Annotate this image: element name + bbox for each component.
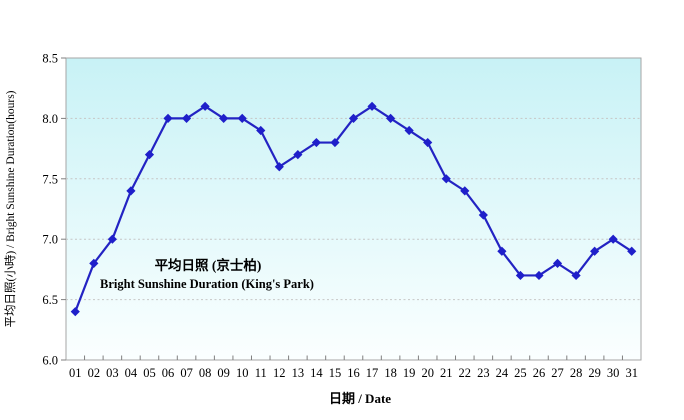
data-point-day-21	[441, 174, 451, 184]
data-point-day-02	[89, 258, 99, 268]
x-axis-title: 日期 / Date	[329, 391, 391, 406]
legend-label-chinese: 平均日照 (京士柏)	[155, 257, 262, 273]
x-tick-label: 19	[403, 366, 416, 380]
data-point-day-29	[590, 246, 600, 256]
x-tick-label: 14	[310, 366, 323, 380]
y-tick-label: 7.0	[42, 233, 58, 247]
data-point-day-31	[627, 246, 637, 256]
data-point-day-24	[497, 246, 507, 256]
data-point-day-01	[70, 307, 80, 317]
x-tick-label: 03	[106, 366, 119, 380]
x-tick-label: 17	[366, 366, 379, 380]
data-point-day-17	[367, 101, 377, 111]
x-tick-label: 09	[217, 366, 230, 380]
y-tick-label: 8.5	[42, 52, 58, 66]
plot-area	[65, 57, 642, 361]
legend-label-english: Bright Sunshine Duration (King's Park)	[100, 277, 314, 291]
data-point-day-13	[293, 150, 303, 160]
data-point-day-27	[552, 258, 563, 268]
x-tick-label: 15	[329, 366, 342, 380]
x-tick-label: 29	[588, 366, 601, 380]
x-tick-label: 22	[459, 366, 472, 380]
x-tick-label: 27	[551, 366, 564, 380]
data-point-day-12	[274, 162, 284, 172]
data-point-day-11	[256, 125, 266, 136]
data-point-day-08	[200, 101, 210, 111]
x-tick-label: 02	[88, 366, 101, 380]
data-point-day-05	[144, 150, 155, 160]
data-point-day-04	[126, 186, 136, 196]
data-point-day-28	[571, 270, 581, 281]
data-point-day-22	[460, 186, 470, 196]
x-tick-label: 12	[273, 366, 286, 380]
gridlines	[66, 117, 641, 301]
x-tick-label: 16	[347, 366, 360, 380]
x-tick-label: 10	[236, 366, 249, 380]
data-point-day-10	[237, 113, 247, 123]
x-tick-label: 11	[255, 366, 267, 380]
data-point-day-03	[107, 234, 117, 244]
x-tick-label: 08	[199, 366, 212, 380]
x-tick-label: 24	[496, 366, 509, 380]
x-tick-label: 04	[125, 366, 138, 380]
x-tick-label: 25	[514, 366, 527, 380]
x-tick-label: 30	[607, 366, 620, 380]
y-tick-label: 8.0	[42, 112, 58, 126]
x-tick-label: 06	[162, 366, 175, 380]
x-tick-label: 07	[180, 366, 193, 380]
data-point-day-07	[181, 113, 192, 123]
x-tick-label: 01	[69, 366, 82, 380]
x-tick-label: 28	[570, 366, 583, 380]
y-tick-label: 7.5	[42, 172, 58, 186]
data-point-day-09	[219, 113, 229, 123]
x-tick-label: 26	[533, 366, 546, 380]
x-tick-label: 13	[292, 366, 305, 380]
data-point-day-26	[534, 270, 544, 281]
data-point-day-18	[385, 113, 396, 123]
data-point-day-16	[348, 113, 359, 123]
data-point-day-14	[311, 137, 322, 148]
x-tick-label: 05	[143, 366, 156, 380]
axes-ticks-labels: 8.5 8.0 7.5 7.0 6.5 6.0 01 02 03 04 05 06 07 08 09 10 11…	[42, 52, 638, 381]
x-tick-label: 18	[384, 366, 397, 380]
data-point-day-25	[515, 270, 526, 281]
x-tick-label: 23	[477, 366, 490, 380]
x-tick-label: 21	[440, 366, 453, 380]
y-tick-label: 6.5	[42, 293, 58, 307]
data-point-day-20	[423, 137, 433, 148]
data-series	[70, 101, 637, 317]
y-axis-title: 平均日照(小時) / Bright Sunshine Duration(hour…	[4, 90, 17, 327]
y-tick-label: 6.0	[42, 354, 58, 368]
data-point-day-19	[404, 125, 414, 136]
data-point-day-06	[163, 113, 173, 123]
data-point-day-15	[330, 137, 340, 148]
x-tick-label: 20	[421, 366, 434, 380]
data-point-day-30	[608, 234, 618, 244]
data-point-day-23	[478, 210, 488, 220]
x-tick-label: 31	[625, 366, 638, 380]
